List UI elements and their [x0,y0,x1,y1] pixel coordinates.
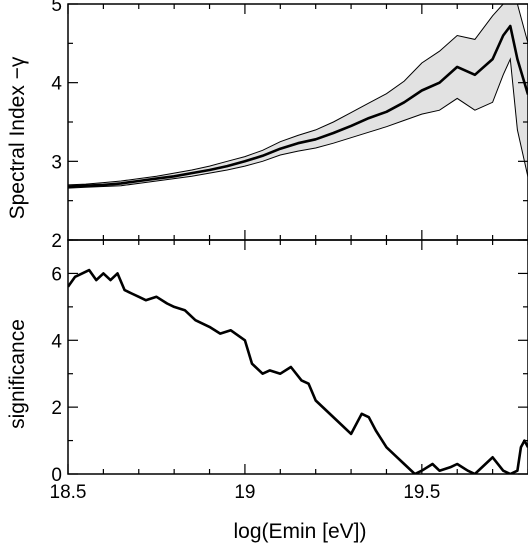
lower-bound-line [68,57,528,189]
bottom-y-axis-title: significance [6,319,29,429]
upper-bound-line [68,4,528,186]
confidence-band [68,4,528,189]
significance-line [68,268,528,474]
y-tick-label: 2 [51,231,62,252]
x-tick-label: 18.5 [50,482,87,503]
y-tick-label: 2 [51,398,62,419]
x-axis-title: log(Emin [eV]) [233,520,366,543]
y-tick-label: 6 [51,264,62,285]
y-tick-label: 0 [51,465,62,486]
spectral-index-line [68,24,528,188]
top-y-axis-title: Spectral Index −γ [6,56,29,219]
y-tick-label: 5 [51,0,62,16]
x-tick-label: 19.5 [403,482,440,503]
spectral-index-panel: 2 3 4 5 [51,0,528,252]
y-tick-label: 4 [51,74,62,95]
x-tick-label: 19 [234,482,255,503]
significance-panel: 0 2 4 6 18.5 19 19.5 [50,239,528,503]
y-tick-label: 3 [51,152,62,173]
y-tick-label: 4 [51,331,62,352]
plot-frame [67,239,528,475]
